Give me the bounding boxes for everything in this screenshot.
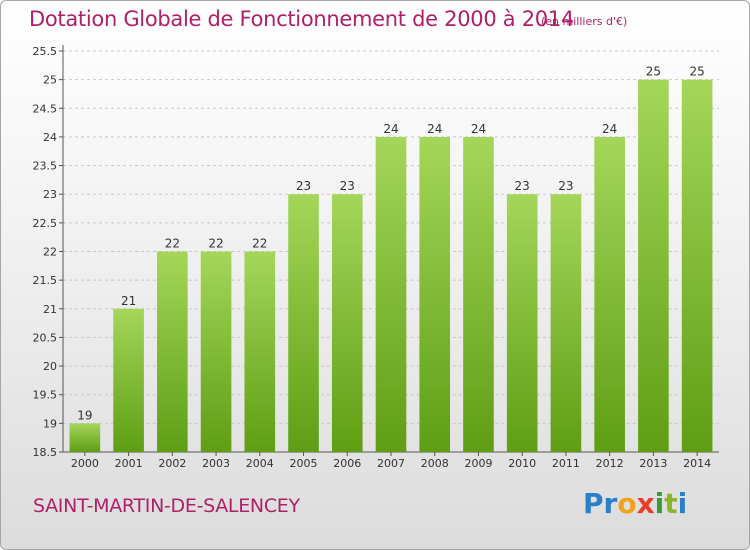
y-tick-label: 22.5 bbox=[33, 217, 58, 230]
bar bbox=[113, 308, 144, 452]
bar bbox=[69, 423, 101, 452]
data-label: 19 bbox=[77, 408, 92, 422]
data-label: 24 bbox=[383, 122, 398, 136]
x-tick-label: 2000 bbox=[71, 457, 99, 470]
bar bbox=[506, 194, 538, 452]
x-tick-label: 2001 bbox=[115, 457, 143, 470]
logo-letter: i bbox=[654, 487, 665, 520]
proxiti-logo[interactable]: Proxiti bbox=[583, 487, 687, 520]
data-labels: 19 21 22 22 22 23 23 24 24 24 23 23 24 25 25 bbox=[77, 65, 705, 423]
bar bbox=[594, 136, 625, 452]
logo-letter: i bbox=[677, 487, 688, 520]
data-label: 23 bbox=[515, 179, 530, 193]
data-label: 25 bbox=[646, 65, 661, 79]
x-tick-labels: 2000 2001 2002 2003 2004 2005 2006 2007 2008 2009… bbox=[71, 457, 711, 470]
data-label: 21 bbox=[121, 294, 136, 308]
y-tick-label: 25 bbox=[43, 74, 57, 87]
logo-letter: o bbox=[617, 487, 637, 520]
y-tick-label: 20.5 bbox=[33, 331, 58, 344]
x-tick-label: 2006 bbox=[333, 457, 361, 470]
x-tick-label: 2014 bbox=[683, 457, 711, 470]
x-tick-label: 2012 bbox=[596, 457, 624, 470]
data-label: 22 bbox=[208, 237, 223, 251]
data-label: 24 bbox=[602, 122, 617, 136]
y-tick-label: 18.5 bbox=[33, 446, 58, 459]
logo-letter: t bbox=[664, 487, 678, 520]
logo-letter: r bbox=[603, 487, 618, 520]
chart-title: Dotation Globale de Fonctionnement de 20… bbox=[29, 7, 574, 31]
x-tick-label: 2010 bbox=[508, 457, 536, 470]
data-label: 23 bbox=[296, 179, 311, 193]
chart-subtitle: (en milliers d'€) bbox=[541, 15, 628, 28]
bar bbox=[200, 251, 232, 452]
x-tick-label: 2007 bbox=[377, 457, 405, 470]
y-tick-label: 22 bbox=[43, 246, 57, 259]
commune-name: SAINT-MARTIN-DE-SALENCEY bbox=[33, 495, 300, 517]
y-tick-labels: 18.5 19 19.5 20 20.5 21 21.5 22 22.5 23 23.5 24 24.5… bbox=[33, 45, 58, 459]
x-tick-label: 2008 bbox=[421, 457, 449, 470]
data-label: 22 bbox=[252, 237, 267, 251]
bar bbox=[331, 194, 363, 452]
data-label: 24 bbox=[427, 122, 442, 136]
y-tick-label: 19 bbox=[43, 417, 57, 430]
logo-letter: P bbox=[583, 487, 604, 520]
y-tick-label: 24.5 bbox=[33, 102, 58, 115]
bars bbox=[69, 79, 713, 453]
y-tick-label: 21.5 bbox=[33, 274, 58, 287]
data-label: 23 bbox=[558, 179, 573, 193]
bar bbox=[463, 136, 494, 452]
bar bbox=[638, 79, 669, 453]
data-label: 25 bbox=[689, 65, 704, 79]
x-tick-label: 2005 bbox=[290, 457, 318, 470]
bar bbox=[419, 136, 451, 452]
y-tick-label: 24 bbox=[43, 131, 57, 144]
y-tick-label: 23 bbox=[43, 188, 57, 201]
x-tick-label: 2002 bbox=[158, 457, 186, 470]
y-tick-label: 19.5 bbox=[33, 389, 58, 402]
bar bbox=[681, 79, 713, 453]
bar bbox=[550, 194, 582, 452]
y-tick-label: 21 bbox=[43, 303, 57, 316]
y-tick-label: 23.5 bbox=[33, 160, 58, 173]
y-tick-label: 20 bbox=[43, 360, 57, 373]
x-tick-label: 2004 bbox=[246, 457, 274, 470]
bar bbox=[244, 251, 276, 452]
x-tick-label: 2011 bbox=[552, 457, 580, 470]
bar bbox=[288, 194, 319, 452]
data-label: 23 bbox=[340, 179, 355, 193]
x-tick-label: 2013 bbox=[639, 457, 667, 470]
logo-letter: x bbox=[636, 487, 655, 520]
y-tick-label: 25.5 bbox=[33, 45, 58, 58]
bar bbox=[157, 251, 188, 452]
bar bbox=[375, 136, 407, 452]
x-tick-label: 2009 bbox=[464, 457, 492, 470]
x-tick-label: 2003 bbox=[202, 457, 230, 470]
data-label: 24 bbox=[471, 122, 486, 136]
data-label: 22 bbox=[165, 237, 180, 251]
